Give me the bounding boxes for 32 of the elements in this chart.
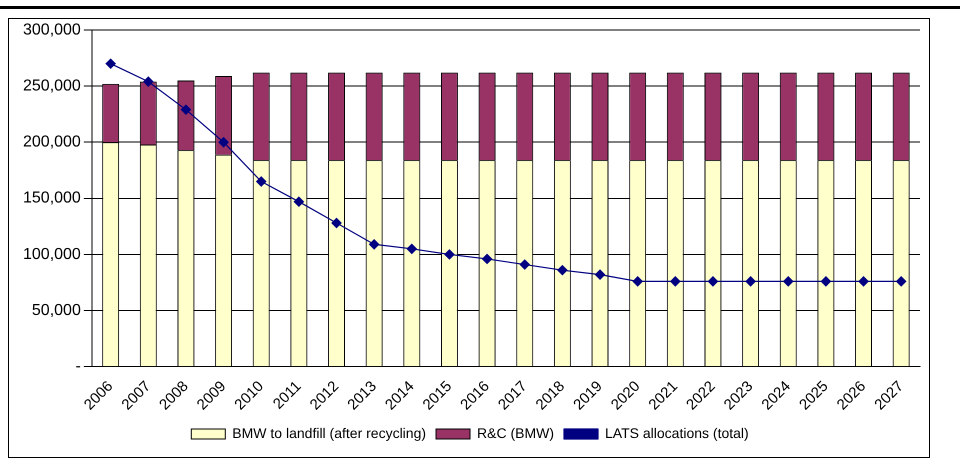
point	[820, 276, 831, 286]
point	[369, 239, 380, 250]
point	[331, 218, 342, 228]
y-tick-label: 150,000	[22, 190, 81, 207]
point	[708, 276, 718, 286]
point	[896, 276, 906, 286]
y-tick-label: 50,000	[32, 302, 81, 319]
point	[482, 254, 492, 264]
legend-label: LATS allocations (total)	[605, 424, 749, 441]
legend-label: R&C (BMW)	[477, 424, 554, 441]
point	[632, 276, 643, 286]
point	[106, 58, 116, 69]
point	[444, 249, 455, 260]
y-tick-label: 250,000	[22, 78, 81, 95]
point	[256, 176, 266, 187]
legend-label: BMW to landfill (after recycling)	[232, 424, 426, 441]
point	[746, 276, 756, 286]
point	[670, 276, 680, 286]
point	[520, 259, 530, 270]
point	[783, 276, 794, 286]
point	[294, 196, 304, 207]
y-tick-label: -	[76, 358, 81, 376]
y-tick-label: 100,000	[22, 246, 81, 263]
point	[406, 244, 417, 254]
point	[218, 137, 229, 148]
point	[858, 276, 869, 286]
point	[594, 270, 606, 280]
y-tick-label: 200,000	[22, 134, 81, 151]
point	[180, 104, 192, 115]
y-tick-label: 300,000	[22, 21, 81, 38]
point	[143, 76, 154, 87]
point	[557, 265, 568, 276]
